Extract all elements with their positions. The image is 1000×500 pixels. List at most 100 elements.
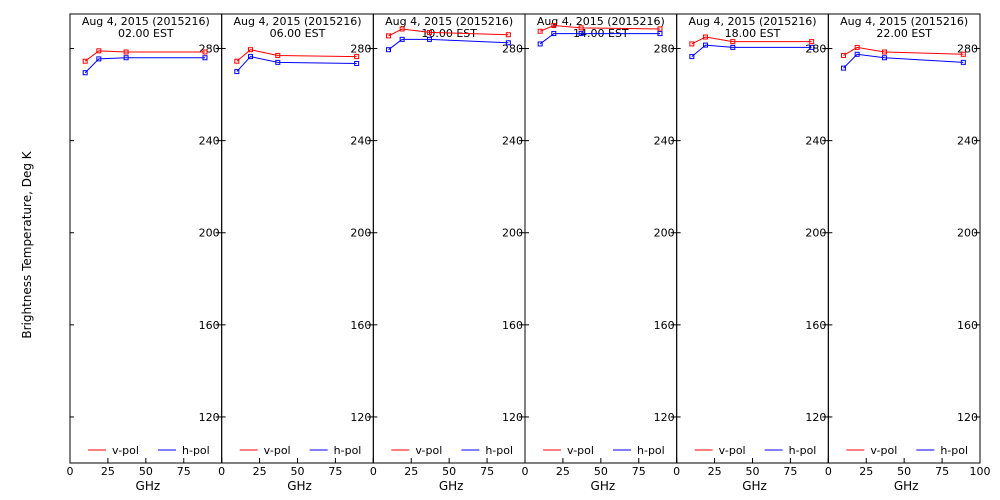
legend-label: h-pol (182, 444, 210, 457)
x-tick-label: 50 (291, 465, 305, 478)
x-tick-label: 50 (442, 465, 456, 478)
legend-label: v-pol (415, 444, 442, 457)
data-point-h-pol (247, 54, 253, 60)
y-tick-label: 240 (502, 135, 523, 148)
series-line-h-pol (691, 44, 812, 57)
data-point-h-pol (689, 54, 695, 60)
panel-title: Aug 4, 2015 (2015216) (688, 15, 816, 28)
x-tick-label: 0 (522, 465, 529, 478)
data-point-v-pol (657, 26, 663, 32)
y-tick-label: 120 (350, 411, 371, 424)
series-line-h-pol (84, 57, 205, 74)
data-point-h-pol (854, 51, 860, 57)
y-tick-label: 200 (199, 227, 220, 240)
y-tick-label: 200 (350, 227, 371, 240)
data-point-h-pol (505, 40, 511, 46)
y-tick-label: 160 (957, 319, 978, 332)
data-point-h-pol (730, 44, 736, 50)
panel-2: Aug 4, 2015 (2015216)06.00 EST 120 160 200 2… (218, 13, 374, 493)
x-tick-label: 100 (970, 465, 991, 478)
data-point-h-pol (386, 47, 392, 53)
data-point-h-pol (354, 61, 360, 67)
x-tick-label: 75 (783, 465, 797, 478)
data-point-v-pol (82, 58, 88, 64)
legend-label: v-pol (719, 444, 746, 457)
y-tick-label: 240 (199, 135, 220, 148)
data-point-h-pol (960, 59, 966, 65)
data-point-h-pol (881, 55, 887, 61)
panel-4: Aug 4, 2015 (2015216)14.00 EST1201602002… (522, 13, 678, 493)
x-axis-label: GHz (439, 479, 464, 493)
panel-subtitle: 18.00 EST (725, 27, 781, 40)
data-point-v-pol (275, 52, 281, 58)
data-point-v-pol (841, 52, 847, 58)
y-tick-label: 280 (805, 43, 826, 56)
data-point-v-pol (386, 33, 392, 39)
x-tick-label: 75 (632, 465, 646, 478)
data-point-h-pol (202, 55, 208, 61)
data-point-h-pol (841, 65, 847, 71)
data-point-h-pol (551, 31, 557, 37)
panel-5: Aug 4, 2015 (2015216)18.00 EST 120 160 200 2… (673, 13, 829, 493)
x-tick-label: 50 (139, 465, 153, 478)
series-line-h-pol (843, 53, 964, 69)
legend-label: v-pol (870, 444, 897, 457)
y-tick-label: 240 (957, 135, 978, 148)
y-tick-label: 280 (654, 43, 675, 56)
data-point-v-pol (578, 25, 584, 31)
y-tick-label: 240 (654, 135, 675, 148)
series-line-h-pol (388, 38, 509, 51)
x-axis-label: GHz (894, 479, 919, 493)
x-tick-label: 75 (328, 465, 342, 478)
x-tick-label: 75 (177, 465, 191, 478)
data-point-h-pol (275, 59, 281, 65)
legend-label: v-pol (567, 444, 594, 457)
data-point-v-pol (399, 26, 405, 32)
y-tick-label: 200 (654, 227, 675, 240)
panel-title: Aug 4, 2015 (2015216) (840, 15, 968, 28)
panel-title: Aug 4, 2015 (2015216) (385, 15, 513, 28)
data-point-h-pol (82, 70, 88, 76)
legend-label: v-pol (112, 444, 139, 457)
y-tick-label: 240 (805, 135, 826, 148)
y-tick-label: 160 (805, 319, 826, 332)
x-tick-label: 0 (218, 465, 225, 478)
data-point-h-pol (657, 31, 663, 37)
legend-label: h-pol (485, 444, 513, 457)
data-point-v-pol (809, 39, 815, 45)
panel-title: Aug 4, 2015 (2015216) (537, 15, 665, 28)
y-tick-label: 120 (502, 411, 523, 424)
legend-label: h-pol (334, 444, 362, 457)
data-point-v-pol (354, 54, 360, 60)
panel-subtitle: 06.00 EST (270, 27, 326, 40)
series-line-v-pol (84, 50, 205, 62)
x-tick-label: 25 (404, 465, 418, 478)
data-point-h-pol (426, 36, 432, 42)
data-point-v-pol (881, 49, 887, 55)
y-tick-label: 240 (350, 135, 371, 148)
data-point-v-pol (123, 49, 129, 55)
x-tick-label: 75 (480, 465, 494, 478)
panel-subtitle: 02.00 EST (118, 27, 174, 40)
series-line-v-pol (236, 49, 357, 62)
y-axis-label: Brightness Temperature, Deg K (20, 150, 34, 338)
data-point-v-pol (854, 44, 860, 50)
data-point-v-pol (202, 49, 208, 55)
data-point-h-pol (537, 41, 543, 47)
x-tick-label: 25 (556, 465, 570, 478)
x-axis-label: GHz (742, 479, 767, 493)
y-tick-label: 120 (805, 411, 826, 424)
data-point-v-pol (730, 39, 736, 45)
y-tick-label: 160 (654, 319, 675, 332)
y-tick-label: 280 (502, 43, 523, 56)
y-tick-label: 200 (957, 227, 978, 240)
legend-label: h-pol (789, 444, 817, 457)
x-tick-label: 75 (935, 465, 949, 478)
panel-title: Aug 4, 2015 (2015216) (82, 15, 210, 28)
data-point-v-pol (247, 47, 253, 53)
y-tick-label: 160 (199, 319, 220, 332)
y-tick-label: 160 (350, 319, 371, 332)
x-tick-label: 0 (825, 465, 832, 478)
legend-label: v-pol (264, 444, 291, 457)
x-tick-label: 25 (859, 465, 873, 478)
